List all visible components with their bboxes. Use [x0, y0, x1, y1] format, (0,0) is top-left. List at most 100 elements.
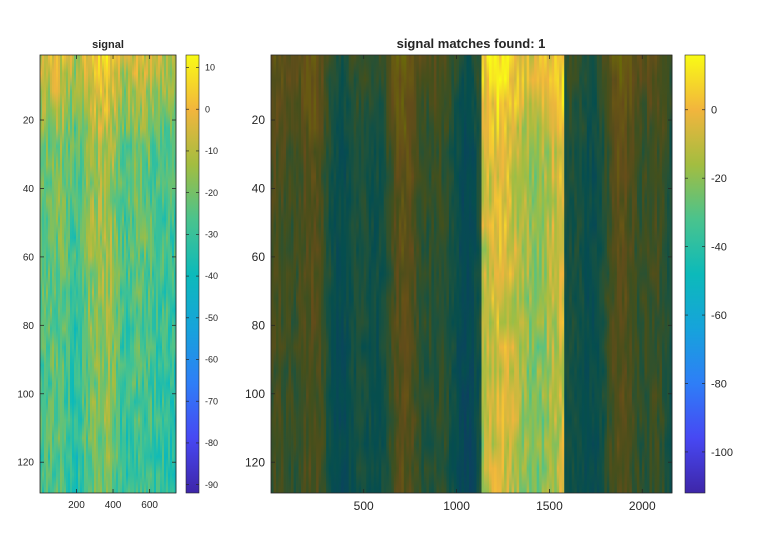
right-heatmap-column [586, 55, 590, 493]
right-heatmap-column [276, 55, 279, 493]
right-heatmap-column [484, 55, 487, 493]
left-heatmap-panel: signal 200 400 600 20 40 60 80 100 120 [17, 39, 177, 511]
right-heatmap-column [634, 55, 638, 493]
right-heatmap-column [361, 55, 365, 493]
right-heatmap-column [466, 55, 470, 493]
right-heatmap-column [431, 55, 435, 493]
left-heatmap-column [168, 55, 171, 493]
right-heatmap-column [401, 55, 405, 493]
right-heatmap-column [486, 55, 490, 493]
right-heatmap-panel: signal matches found: 1 500 1000 1500 2000 … [245, 36, 673, 513]
x-tick-label: 1000 [443, 499, 470, 513]
right-colorbar-ticks: 0 -20 -40 -60 -80 -100 [685, 105, 733, 459]
right-heatmap-column [656, 55, 660, 493]
colorbar-tick-label: 10 [205, 63, 215, 73]
colorbar-tick-label: -80 [711, 378, 727, 390]
right-heatmap-column [501, 55, 505, 493]
right-heatmap-column [311, 55, 315, 493]
right-heatmap-column [413, 55, 417, 493]
right-heatmap-column [571, 55, 575, 493]
y-tick-label: 80 [23, 321, 35, 332]
x-tick-label: 500 [354, 499, 374, 513]
right-heatmap-column [368, 55, 372, 493]
right-heatmap-column [281, 55, 284, 493]
right-heatmap-column [581, 55, 585, 493]
right-heatmap-column [358, 55, 362, 493]
left-heatmap-column [56, 55, 59, 493]
right-heatmap-column [443, 55, 447, 493]
right-heatmap-column [363, 55, 367, 493]
right-heatmap-column [569, 55, 573, 493]
right-heatmap-column [531, 55, 535, 493]
right-heatmap-column [649, 55, 653, 493]
right-heatmap-column [343, 55, 347, 493]
left-colorbar-ticks: 10 0 -10 -20 -30 -40 -50 -60 -70 -80 -90 [186, 63, 218, 490]
right-heatmap-column [456, 55, 460, 493]
right-heatmap-column [474, 55, 477, 493]
right-heatmap-column [539, 55, 543, 493]
y-tick-label: 120 [17, 458, 34, 469]
left-heatmap-column [152, 55, 155, 493]
y-tick-label: 40 [252, 182, 266, 196]
y-tick-label: 100 [17, 389, 34, 400]
left-heatmap-column [52, 55, 55, 493]
left-heatmap-column [172, 55, 175, 493]
right-heatmap-column [326, 55, 330, 493]
right-heatmap-column [589, 55, 593, 493]
left-heatmap-column [146, 55, 149, 493]
right-heatmap-column [609, 55, 613, 493]
x-tick-label: 2000 [629, 499, 656, 513]
left-heatmap-column [96, 55, 99, 493]
right-heatmap-column [496, 55, 500, 493]
left-heatmap-column [162, 55, 165, 493]
x-tick-label: 1500 [536, 499, 563, 513]
right-heatmap-column [594, 55, 598, 493]
left-heatmap-column [110, 55, 113, 493]
right-heatmap-column [629, 55, 633, 493]
right-heatmap-column [654, 55, 658, 493]
right-heatmap-column [406, 55, 410, 493]
right-heatmap-column [599, 55, 603, 493]
left-heatmap-column [48, 55, 51, 493]
colorbar-tick-label: -50 [205, 313, 218, 323]
right-heatmap-column [463, 55, 467, 493]
right-heatmap-column [461, 55, 465, 493]
right-heatmap-column [396, 55, 400, 493]
right-heatmap-column [346, 55, 350, 493]
right-heatmap-column [476, 55, 480, 493]
y-tick-label: 120 [245, 455, 265, 469]
right-heatmap-column [366, 55, 370, 493]
right-heatmap-column [494, 55, 497, 493]
right-heatmap-column [381, 55, 385, 493]
left-heatmap-column [76, 55, 79, 493]
colorbar-tick-label: -90 [205, 480, 218, 490]
right-heatmap-column [371, 55, 375, 493]
left-heatmap-column [46, 55, 49, 493]
right-heatmap-column [333, 55, 337, 493]
left-heatmap-column [136, 55, 139, 493]
y-tick-label: 100 [245, 387, 265, 401]
right-heatmap-column [519, 55, 523, 493]
right-heatmap-column [549, 55, 553, 493]
right-y-axis: 20 40 60 80 100 120 [245, 113, 672, 469]
right-heatmap-column [651, 55, 655, 493]
right-heatmap-column [644, 55, 648, 493]
left-heatmap-column [72, 55, 75, 493]
left-heatmap-column [132, 55, 135, 493]
colorbar-tick-label: 0 [711, 105, 717, 117]
right-heatmap-column [564, 55, 568, 493]
y-tick-label: 20 [252, 113, 266, 127]
colorbar-tick-label: -30 [205, 230, 218, 240]
left-heatmap-column [126, 55, 129, 493]
right-heatmap-column [559, 55, 563, 493]
left-heatmap-column [58, 55, 61, 493]
left-heatmap-column [124, 55, 127, 493]
right-heatmap-column [293, 55, 297, 493]
right-axes-box [270, 54, 673, 494]
right-heatmap-column [301, 55, 304, 493]
left-heatmap-column [122, 55, 125, 493]
right-heatmap-column [398, 55, 402, 493]
right-heatmap-column [388, 55, 392, 493]
right-heatmap-column [351, 55, 355, 493]
